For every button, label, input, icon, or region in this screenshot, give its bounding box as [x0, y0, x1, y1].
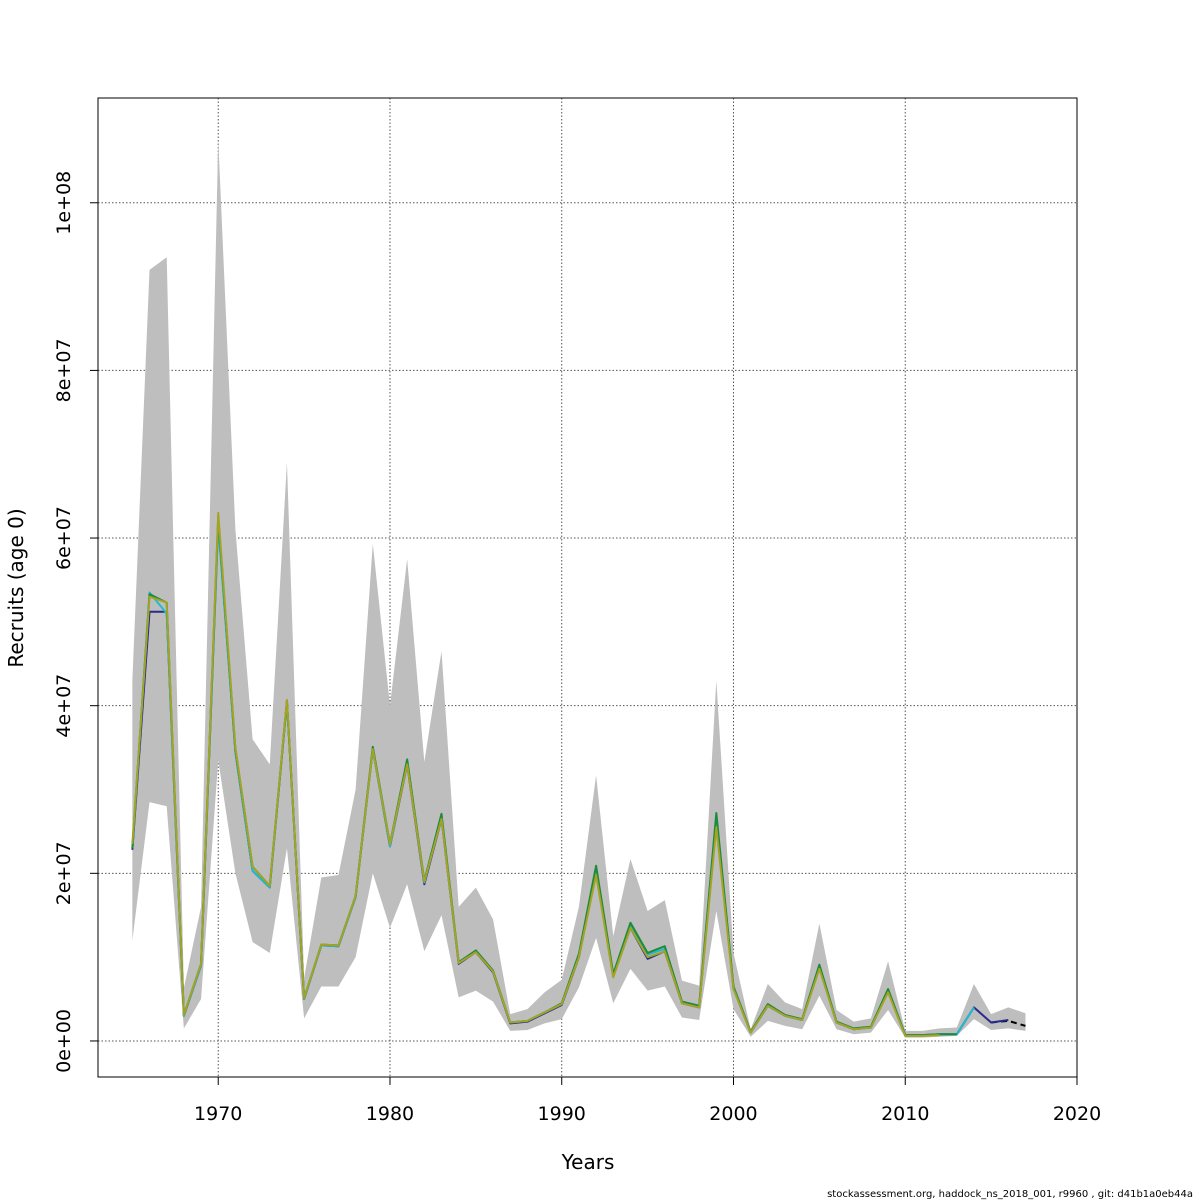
confidence-band-layer: [132, 139, 1026, 1038]
y-axis-title: Recruits (age 0): [4, 508, 28, 667]
x-tick-label: 2000: [709, 1103, 757, 1125]
y-tick-label: 6e+07: [53, 506, 75, 570]
x-tick-label: 1980: [366, 1103, 414, 1125]
x-tick-label: 1990: [538, 1103, 586, 1125]
x-tick-label: 2010: [881, 1103, 929, 1125]
x-tick-label: 2020: [1053, 1103, 1101, 1125]
plot-frame: [97, 97, 1078, 1078]
y-tick-label: 0e+00: [53, 1009, 75, 1073]
y-tick-label: 2e+07: [53, 841, 75, 905]
x-axis: 1970 1980 1990 2000 2010 2020: [194, 1077, 1101, 1125]
x-tick-label: 1970: [194, 1103, 242, 1125]
y-tick-label: 1e+08: [53, 171, 75, 235]
x-axis-title: Years: [561, 1150, 615, 1174]
y-tick-label: 4e+07: [53, 674, 75, 738]
confidence-band: [132, 139, 1026, 1038]
y-axis: 0e+00 2e+07 4e+07 6e+07 8e+07 1e+08: [53, 171, 98, 1073]
footer-credit: stockassessment.org, haddock_ns_2018_001…: [827, 1189, 1193, 1200]
series-layer: [131, 511, 1026, 1037]
y-tick-label: 8e+07: [53, 338, 75, 402]
series-line-5: [131, 511, 940, 1037]
